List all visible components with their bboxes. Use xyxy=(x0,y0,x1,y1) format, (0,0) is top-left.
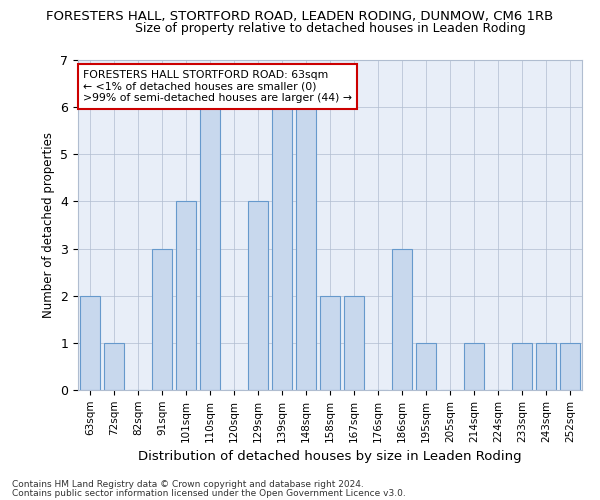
Bar xyxy=(80,296,100,390)
Bar xyxy=(416,343,436,390)
Bar xyxy=(320,296,340,390)
Bar xyxy=(344,296,364,390)
Bar xyxy=(464,343,484,390)
Title: Size of property relative to detached houses in Leaden Roding: Size of property relative to detached ho… xyxy=(134,22,526,35)
Bar xyxy=(296,107,316,390)
Bar xyxy=(248,202,268,390)
Bar xyxy=(176,202,196,390)
Bar xyxy=(200,107,220,390)
Text: Contains HM Land Registry data © Crown copyright and database right 2024.: Contains HM Land Registry data © Crown c… xyxy=(12,480,364,489)
Text: Contains public sector information licensed under the Open Government Licence v3: Contains public sector information licen… xyxy=(12,488,406,498)
Bar xyxy=(104,343,124,390)
Text: FORESTERS HALL STORTFORD ROAD: 63sqm
← <1% of detached houses are smaller (0)
>9: FORESTERS HALL STORTFORD ROAD: 63sqm ← <… xyxy=(83,70,352,103)
Text: FORESTERS HALL, STORTFORD ROAD, LEADEN RODING, DUNMOW, CM6 1RB: FORESTERS HALL, STORTFORD ROAD, LEADEN R… xyxy=(46,10,554,23)
Bar xyxy=(272,107,292,390)
Bar xyxy=(512,343,532,390)
Bar xyxy=(560,343,580,390)
Bar xyxy=(392,248,412,390)
Bar xyxy=(152,248,172,390)
Bar xyxy=(536,343,556,390)
X-axis label: Distribution of detached houses by size in Leaden Roding: Distribution of detached houses by size … xyxy=(138,450,522,463)
Y-axis label: Number of detached properties: Number of detached properties xyxy=(42,132,55,318)
